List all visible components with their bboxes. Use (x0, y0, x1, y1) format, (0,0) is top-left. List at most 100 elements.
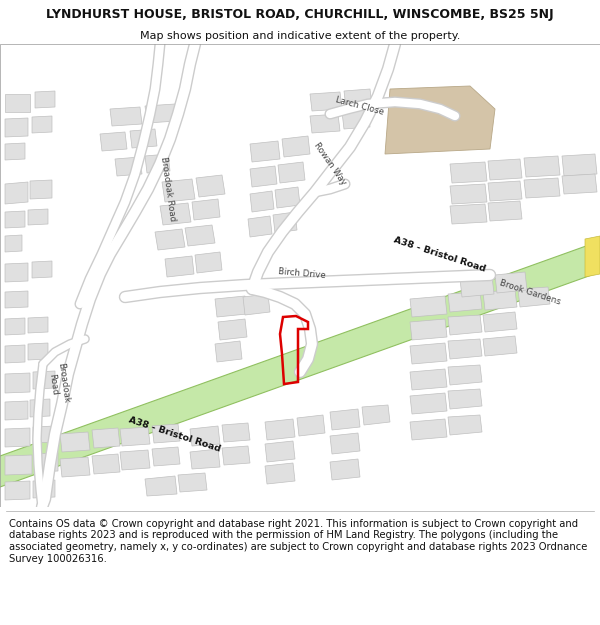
Polygon shape (273, 212, 297, 233)
Polygon shape (60, 457, 90, 477)
Text: Broadoak
Road: Broadoak Road (46, 362, 70, 406)
Polygon shape (410, 296, 447, 317)
Polygon shape (342, 110, 370, 129)
Polygon shape (110, 107, 142, 126)
Polygon shape (362, 405, 390, 425)
Polygon shape (30, 399, 50, 417)
Polygon shape (5, 401, 28, 420)
Polygon shape (28, 317, 48, 333)
Polygon shape (178, 473, 207, 492)
Polygon shape (5, 263, 28, 282)
Polygon shape (275, 187, 300, 208)
Polygon shape (92, 428, 120, 448)
Polygon shape (243, 294, 270, 315)
Text: A38 - Bristol Road: A38 - Bristol Road (393, 235, 487, 273)
Polygon shape (160, 203, 191, 225)
Polygon shape (488, 181, 522, 201)
Polygon shape (215, 296, 247, 317)
Polygon shape (222, 446, 250, 465)
Text: Brook Gardens: Brook Gardens (498, 278, 562, 306)
Polygon shape (115, 157, 142, 176)
Polygon shape (35, 453, 58, 472)
Polygon shape (196, 175, 225, 197)
Polygon shape (448, 415, 482, 435)
Polygon shape (190, 426, 220, 446)
Polygon shape (33, 480, 55, 498)
Polygon shape (448, 292, 482, 312)
Polygon shape (488, 159, 522, 180)
Polygon shape (297, 415, 325, 436)
Polygon shape (192, 199, 220, 220)
Polygon shape (5, 143, 25, 160)
Polygon shape (5, 428, 30, 447)
Polygon shape (120, 427, 150, 446)
Polygon shape (195, 252, 222, 273)
Polygon shape (152, 447, 180, 466)
Polygon shape (185, 225, 215, 246)
Polygon shape (5, 345, 25, 363)
Polygon shape (460, 276, 494, 297)
Polygon shape (524, 178, 560, 198)
Polygon shape (483, 290, 517, 310)
Polygon shape (248, 216, 272, 237)
Polygon shape (250, 191, 274, 212)
Polygon shape (145, 154, 170, 173)
Polygon shape (448, 365, 482, 385)
Polygon shape (222, 423, 250, 442)
Polygon shape (410, 419, 447, 440)
Polygon shape (145, 104, 177, 123)
Polygon shape (5, 118, 28, 137)
Polygon shape (145, 476, 177, 496)
Polygon shape (5, 182, 28, 204)
Polygon shape (278, 162, 305, 183)
Polygon shape (450, 184, 487, 204)
Polygon shape (35, 91, 55, 108)
Polygon shape (330, 459, 360, 480)
Polygon shape (5, 94, 30, 112)
Text: Contains OS data © Crown copyright and database right 2021. This information is : Contains OS data © Crown copyright and d… (9, 519, 587, 564)
Polygon shape (524, 156, 560, 177)
Polygon shape (282, 136, 310, 157)
Polygon shape (32, 116, 52, 133)
Polygon shape (30, 180, 52, 199)
Polygon shape (5, 235, 22, 252)
Polygon shape (483, 336, 517, 356)
Polygon shape (450, 162, 487, 183)
Polygon shape (155, 229, 185, 250)
Polygon shape (32, 261, 52, 278)
Polygon shape (385, 86, 495, 154)
Polygon shape (483, 312, 517, 332)
Polygon shape (92, 454, 120, 474)
Polygon shape (448, 389, 482, 409)
Polygon shape (585, 236, 600, 277)
Polygon shape (562, 174, 597, 194)
Polygon shape (5, 211, 25, 228)
Polygon shape (562, 154, 597, 176)
Polygon shape (330, 409, 360, 430)
Polygon shape (5, 291, 28, 308)
Polygon shape (33, 426, 55, 443)
Text: LYNDHURST HOUSE, BRISTOL ROAD, CHURCHILL, WINSCOMBE, BS25 5NJ: LYNDHURST HOUSE, BRISTOL ROAD, CHURCHILL… (46, 8, 554, 21)
Polygon shape (410, 369, 447, 390)
Polygon shape (120, 450, 150, 470)
Polygon shape (5, 455, 32, 475)
Polygon shape (190, 449, 220, 469)
Text: Birch Drive: Birch Drive (278, 268, 326, 281)
Polygon shape (0, 241, 600, 487)
Polygon shape (60, 432, 90, 452)
Polygon shape (410, 393, 447, 414)
Polygon shape (310, 114, 340, 133)
Polygon shape (265, 441, 295, 462)
Polygon shape (218, 319, 247, 340)
Polygon shape (162, 179, 195, 202)
Polygon shape (152, 424, 180, 443)
Text: Larch Close: Larch Close (335, 95, 385, 117)
Polygon shape (265, 463, 295, 484)
Polygon shape (448, 315, 482, 335)
Polygon shape (344, 89, 372, 108)
Text: Rowan Way: Rowan Way (312, 141, 348, 187)
Polygon shape (488, 201, 522, 221)
Polygon shape (5, 481, 30, 500)
Polygon shape (448, 339, 482, 359)
Polygon shape (265, 419, 295, 440)
